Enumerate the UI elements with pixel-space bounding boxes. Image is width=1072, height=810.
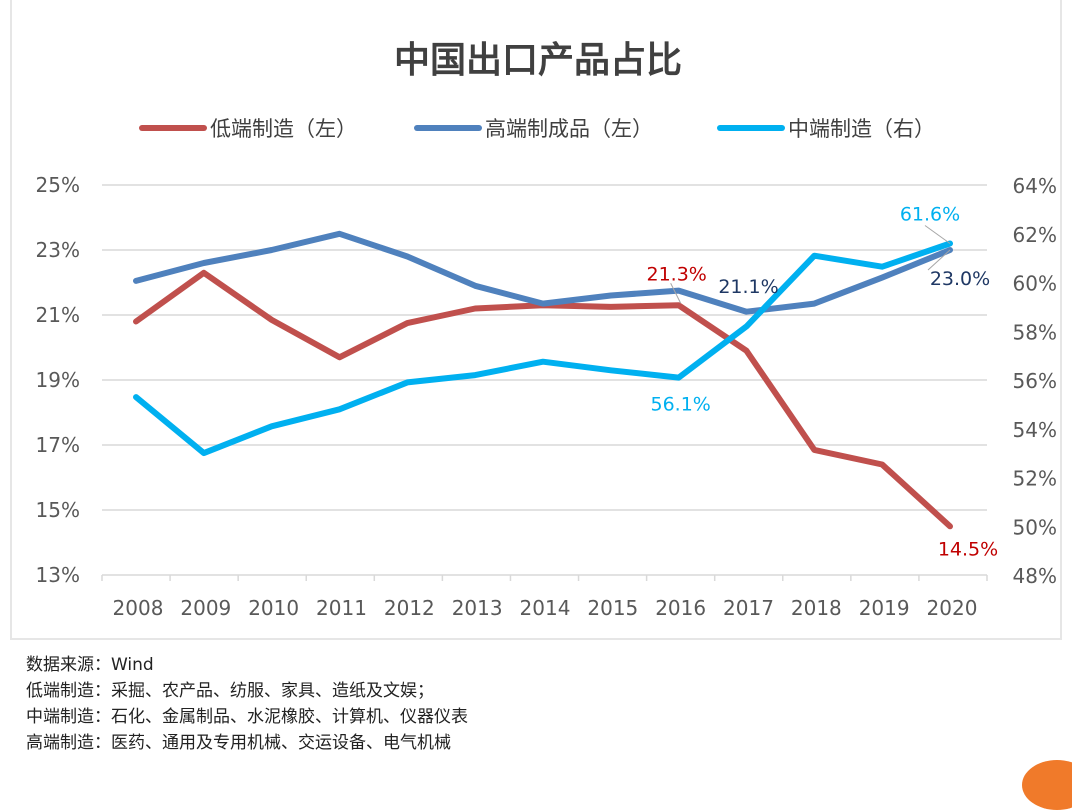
source-note: 数据来源：Wind xyxy=(26,655,154,675)
x-axis-label: 2019 xyxy=(859,596,910,620)
x-axis-label: 2014 xyxy=(520,596,571,620)
series-line-2 xyxy=(133,240,953,457)
left-axis-tick: 15% xyxy=(36,498,80,522)
chart-title: 中国出口产品占比 xyxy=(394,39,682,81)
leader-line xyxy=(927,249,951,271)
x-axis-label: 2017 xyxy=(723,596,774,620)
left-axis-tick: 23% xyxy=(36,238,80,262)
left-axis-tick: 13% xyxy=(36,563,80,587)
left-axis-tick: 25% xyxy=(36,173,80,197)
x-axis-label: 2008 xyxy=(113,596,164,620)
data-label: 14.5% xyxy=(938,538,998,560)
leader-line xyxy=(670,283,682,304)
legend-label: 中端制造（右） xyxy=(788,117,935,141)
x-axis-label: 2018 xyxy=(791,596,842,620)
right-axis-tick: 62% xyxy=(1013,223,1057,247)
mid-end-definition: 中端制造：石化、金属制品、水泥橡胶、计算机、仪器仪表 xyxy=(26,707,468,727)
data-label: 21.3% xyxy=(646,263,706,285)
right-axis-tick: 50% xyxy=(1013,515,1057,539)
right-axis-tick: 54% xyxy=(1013,418,1057,442)
right-axis-tick: 64% xyxy=(1013,174,1057,198)
leader-line xyxy=(924,225,951,244)
right-axis-tick: 48% xyxy=(1013,564,1057,588)
x-axis-label: 2016 xyxy=(655,596,706,620)
x-axis-label: 2020 xyxy=(927,596,978,620)
chart-card: 中国出口产品占比低端制造（左） 高端制成品（左） 中端制造（右） 13% 15% 17% 1… xyxy=(10,0,1062,640)
legend-label: 低端制造（左） xyxy=(210,117,357,141)
decorative-corner xyxy=(1022,760,1072,810)
right-axis-tick: 52% xyxy=(1013,467,1057,491)
x-axis-label: 2012 xyxy=(384,596,435,620)
series-line-0 xyxy=(133,269,953,530)
data-label: 56.1% xyxy=(650,394,710,416)
data-label: 21.1% xyxy=(718,276,778,298)
right-axis-tick: 56% xyxy=(1013,369,1057,393)
data-label: 23.0% xyxy=(930,268,990,290)
low-end-definition: 低端制造：采掘、农产品、纺服、家具、造纸及文娱； xyxy=(26,681,434,701)
right-axis-tick: 58% xyxy=(1013,320,1057,344)
x-axis-label: 2015 xyxy=(587,596,638,620)
x-axis-label: 2011 xyxy=(316,596,367,620)
left-axis-tick: 17% xyxy=(36,433,80,457)
data-label: 61.6% xyxy=(900,204,960,226)
x-axis-label: 2013 xyxy=(452,596,503,620)
series-line-1 xyxy=(133,230,953,315)
legend-label: 高端制成品（左） xyxy=(485,117,653,141)
x-axis-label: 2009 xyxy=(180,596,231,620)
right-axis-tick: 60% xyxy=(1013,272,1057,296)
footnotes: 数据来源：Wind 低端制造：采掘、农产品、纺服、家具、造纸及文娱； 中端制造：… xyxy=(26,652,468,756)
left-axis-tick: 19% xyxy=(36,368,80,392)
high-end-definition: 高端制造：医药、通用及专用机械、交运设备、电气机械 xyxy=(26,733,451,753)
x-axis-label: 2010 xyxy=(248,596,299,620)
left-axis-tick: 21% xyxy=(36,303,80,327)
